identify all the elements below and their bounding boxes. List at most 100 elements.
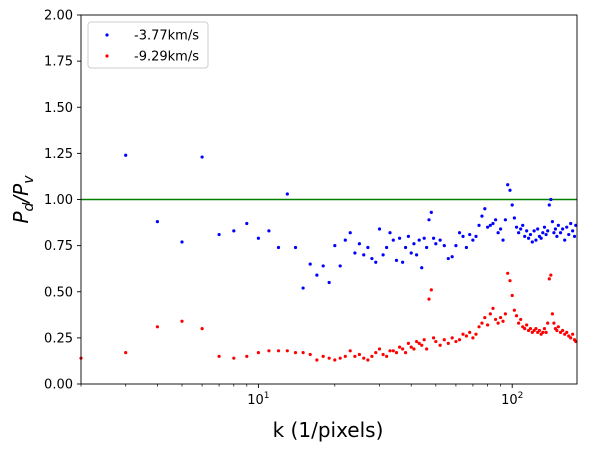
series-1-point: [431, 236, 436, 240]
series-2-point: [488, 312, 492, 316]
series-2-point: [333, 358, 337, 362]
series-2-point: [471, 336, 475, 340]
series-2-point: [353, 354, 357, 358]
series-1-point: [480, 214, 484, 218]
series-1-point: [425, 245, 429, 250]
series-1-point: [542, 225, 547, 229]
series-1-point: [461, 234, 465, 238]
series-1-point: [530, 240, 534, 244]
series-1-point: [550, 220, 555, 224]
series-2-point: [534, 327, 538, 331]
series-2-point: [409, 345, 413, 349]
series-2-point: [357, 352, 361, 357]
legend-label: -3.77km/s: [134, 29, 199, 44]
series-2-point: [438, 343, 442, 347]
series-2-point: [327, 356, 331, 360]
series-1-point: [565, 225, 569, 229]
series-2-point: [315, 358, 319, 362]
series-2-point: [542, 327, 547, 331]
series-2-point: [245, 354, 249, 358]
series-1-point: [539, 236, 543, 240]
series-1-point: [486, 225, 490, 229]
series-1-point: [454, 244, 458, 248]
series-2-point: [343, 354, 347, 358]
series-1-point: [514, 225, 519, 229]
series-2-point: [549, 273, 553, 277]
series-1-point: [293, 245, 298, 250]
series-2-point: [561, 328, 565, 333]
series-1-point: [155, 220, 159, 224]
ticks-layer: 0.00 0.25 0.50 0.75 1.00 1.25 1.50 1.75 2.00 101 1…: [44, 9, 523, 409]
series-1-point: [571, 229, 575, 233]
series-2-point: [541, 330, 545, 334]
series-2-point: [180, 319, 184, 323]
series-1-point: [503, 218, 507, 222]
series-1-point: [547, 203, 551, 207]
series-2-point: [385, 354, 389, 358]
series-1-point: [556, 223, 560, 227]
legend-box: [87, 21, 209, 69]
series-1-point: [245, 221, 249, 226]
series-1-point: [477, 223, 481, 227]
series-2-point: [517, 321, 521, 325]
series-2-point: [537, 328, 542, 333]
series-2-point: [503, 312, 507, 316]
series-2-point: [370, 354, 374, 358]
series-2-point: [403, 351, 408, 355]
series-1-point: [217, 232, 221, 237]
series-2-point: [558, 330, 563, 334]
series-2-point: [493, 317, 498, 322]
series-2-point: [477, 325, 481, 329]
series-1-point: [488, 223, 492, 227]
series-2-point: [514, 314, 519, 318]
series-1-point: [327, 280, 331, 285]
series-1-point: [446, 256, 450, 261]
series-1-point: [501, 238, 505, 242]
series-1-point: [414, 253, 419, 257]
series-2-point: [519, 317, 523, 322]
y-tick-label: 1.25: [44, 147, 73, 162]
series-1-point: [471, 238, 475, 242]
series-1-point: [333, 244, 337, 248]
series-2-point: [362, 356, 366, 360]
series-2-point: [417, 341, 421, 346]
series-1-point: [232, 229, 236, 233]
series-1-point: [401, 260, 405, 264]
series-1-point: [555, 234, 559, 238]
series-1-point: [200, 155, 204, 159]
series-1-point: [541, 231, 545, 235]
series-1-point: [553, 227, 558, 231]
series-2-point: [401, 347, 405, 351]
series-2-point: [491, 306, 495, 310]
series-2-point: [569, 336, 573, 340]
series-2-point: [420, 343, 424, 347]
series-2-point: [308, 352, 312, 357]
series-1-point: [394, 258, 399, 262]
series-1-point: [510, 203, 514, 207]
series-1-point: [491, 221, 495, 226]
series-1-point: [561, 227, 565, 231]
series-1-point: [546, 229, 550, 233]
series-1-point: [450, 255, 454, 259]
y-tick-label: 2.00: [44, 9, 73, 24]
series-1-point: [388, 231, 392, 235]
series-1-point: [374, 260, 378, 264]
series-1-point: [508, 188, 512, 192]
series-2-point: [450, 336, 454, 340]
series-1-point: [567, 232, 571, 237]
series-2-point: [434, 339, 438, 344]
series-1-point: [357, 242, 361, 246]
series-2-point: [512, 308, 516, 312]
series-1-point: [464, 245, 469, 250]
series-1-point: [427, 218, 431, 222]
series-1-point: [417, 238, 421, 242]
series-2-point: [556, 325, 560, 329]
series-2-point: [523, 327, 527, 331]
series-2-point: [555, 328, 559, 333]
series-1-point: [442, 244, 446, 248]
series-1-point: [474, 234, 478, 238]
series-1-point: [343, 238, 347, 242]
y-tick-label: 1.00: [44, 193, 73, 208]
series-2-point: [468, 330, 472, 334]
